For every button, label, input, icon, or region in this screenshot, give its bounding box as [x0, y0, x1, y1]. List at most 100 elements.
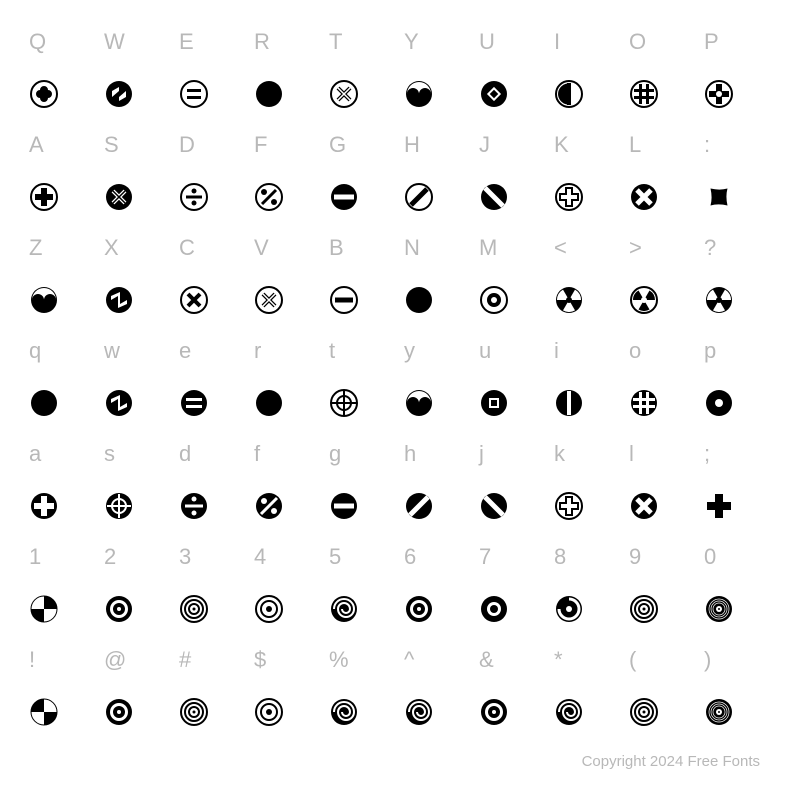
char-label-text: 1 — [29, 544, 41, 570]
char-label-text: r — [254, 338, 261, 364]
glyph-x-o — [175, 272, 250, 327]
char-label-text: Z — [29, 235, 42, 261]
char-label-text: g — [329, 441, 341, 467]
char-label: M — [475, 224, 550, 272]
char-label-text: : — [704, 132, 710, 158]
char-label: G — [325, 121, 400, 169]
char-label: @ — [100, 636, 175, 684]
char-label-text: U — [479, 29, 495, 55]
char-label: > — [625, 224, 700, 272]
char-label-text: i — [554, 338, 559, 364]
char-label: ? — [700, 224, 775, 272]
char-label-text: F — [254, 132, 267, 158]
char-label-text: G — [329, 132, 346, 158]
char-label: D — [175, 121, 250, 169]
char-label-text: # — [179, 647, 191, 673]
char-label: 0 — [700, 533, 775, 581]
char-label-text: W — [104, 29, 125, 55]
glyph-quad-f — [25, 581, 100, 636]
glyph-spiral — [325, 684, 400, 739]
glyph-divide-o — [175, 169, 250, 224]
glyph-zigzag-o — [100, 66, 175, 121]
char-label: 4 — [250, 533, 325, 581]
glyph-ring2-f — [475, 684, 550, 739]
char-label: r — [250, 327, 325, 375]
char-label-text: > — [629, 235, 642, 261]
char-label: ^ — [400, 636, 475, 684]
char-label: d — [175, 430, 250, 478]
char-label-text: C — [179, 235, 195, 261]
glyph-quad-h — [25, 684, 100, 739]
char-label-text: $ — [254, 647, 266, 673]
char-label-text: ; — [704, 441, 710, 467]
char-label: % — [325, 636, 400, 684]
char-label-text: l — [629, 441, 634, 467]
glyph-swirl-f — [400, 375, 475, 430]
glyph-spiral — [325, 581, 400, 636]
glyph-clover-f — [25, 375, 100, 430]
char-label: Y — [400, 18, 475, 66]
char-label: 6 — [400, 533, 475, 581]
char-label-text: 6 — [404, 544, 416, 570]
glyph-cross-f — [400, 272, 475, 327]
char-label: s — [100, 430, 175, 478]
char-label: 2 — [100, 533, 175, 581]
char-label-text: % — [329, 647, 349, 673]
glyph-zigzag-f — [100, 272, 175, 327]
char-label-text: J — [479, 132, 490, 158]
glyph-diamond-f — [475, 66, 550, 121]
char-label-text: h — [404, 441, 416, 467]
char-label-text: V — [254, 235, 269, 261]
char-label-text: t — [329, 338, 335, 364]
glyph-spiral — [550, 684, 625, 739]
char-label-text: * — [554, 647, 563, 673]
glyph-x-f — [625, 169, 700, 224]
glyph-x-f — [625, 478, 700, 533]
glyph-square-f — [475, 375, 550, 430]
glyph-equals-f — [175, 375, 250, 430]
glyph-swirl-f — [25, 272, 100, 327]
char-label-text: k — [554, 441, 565, 467]
glyph-divide-f — [175, 478, 250, 533]
char-label-text: o — [629, 338, 641, 364]
glyph-plus-o — [25, 169, 100, 224]
char-label: a — [25, 430, 100, 478]
glyph-xshape — [700, 169, 775, 224]
char-label-text: & — [479, 647, 494, 673]
char-label: 8 — [550, 533, 625, 581]
char-label-text: H — [404, 132, 420, 158]
char-label: p — [700, 327, 775, 375]
char-label-text: s — [104, 441, 115, 467]
char-label-text: 8 — [554, 544, 566, 570]
glyph-ring3-o — [625, 684, 700, 739]
char-label: J — [475, 121, 550, 169]
char-label-text: R — [254, 29, 270, 55]
glyph-disc-f — [700, 375, 775, 430]
glyph-cross-f — [250, 375, 325, 430]
char-label: y — [400, 327, 475, 375]
char-label-text: d — [179, 441, 191, 467]
glyph-zigzag-f — [100, 375, 175, 430]
char-label-text: w — [104, 338, 120, 364]
char-label: ) — [700, 636, 775, 684]
glyph-slash-f — [400, 478, 475, 533]
char-label-text: a — [29, 441, 41, 467]
glyph-backslash-f — [475, 169, 550, 224]
glyph-percent-o — [250, 169, 325, 224]
char-label: t — [325, 327, 400, 375]
char-label-text: p — [704, 338, 716, 364]
char-label-text: D — [179, 132, 195, 158]
char-label: W — [100, 18, 175, 66]
char-label-text: ) — [704, 647, 711, 673]
char-label-text: ! — [29, 647, 35, 673]
char-label-text: Y — [404, 29, 419, 55]
char-label: k — [550, 430, 625, 478]
char-label: I — [550, 18, 625, 66]
char-label: L — [625, 121, 700, 169]
glyph-split-f — [550, 375, 625, 430]
glyph-minus-f — [325, 478, 400, 533]
glyph-ring3-o — [175, 581, 250, 636]
char-label: h — [400, 430, 475, 478]
char-label-text: 0 — [704, 544, 716, 570]
char-label: O — [625, 18, 700, 66]
